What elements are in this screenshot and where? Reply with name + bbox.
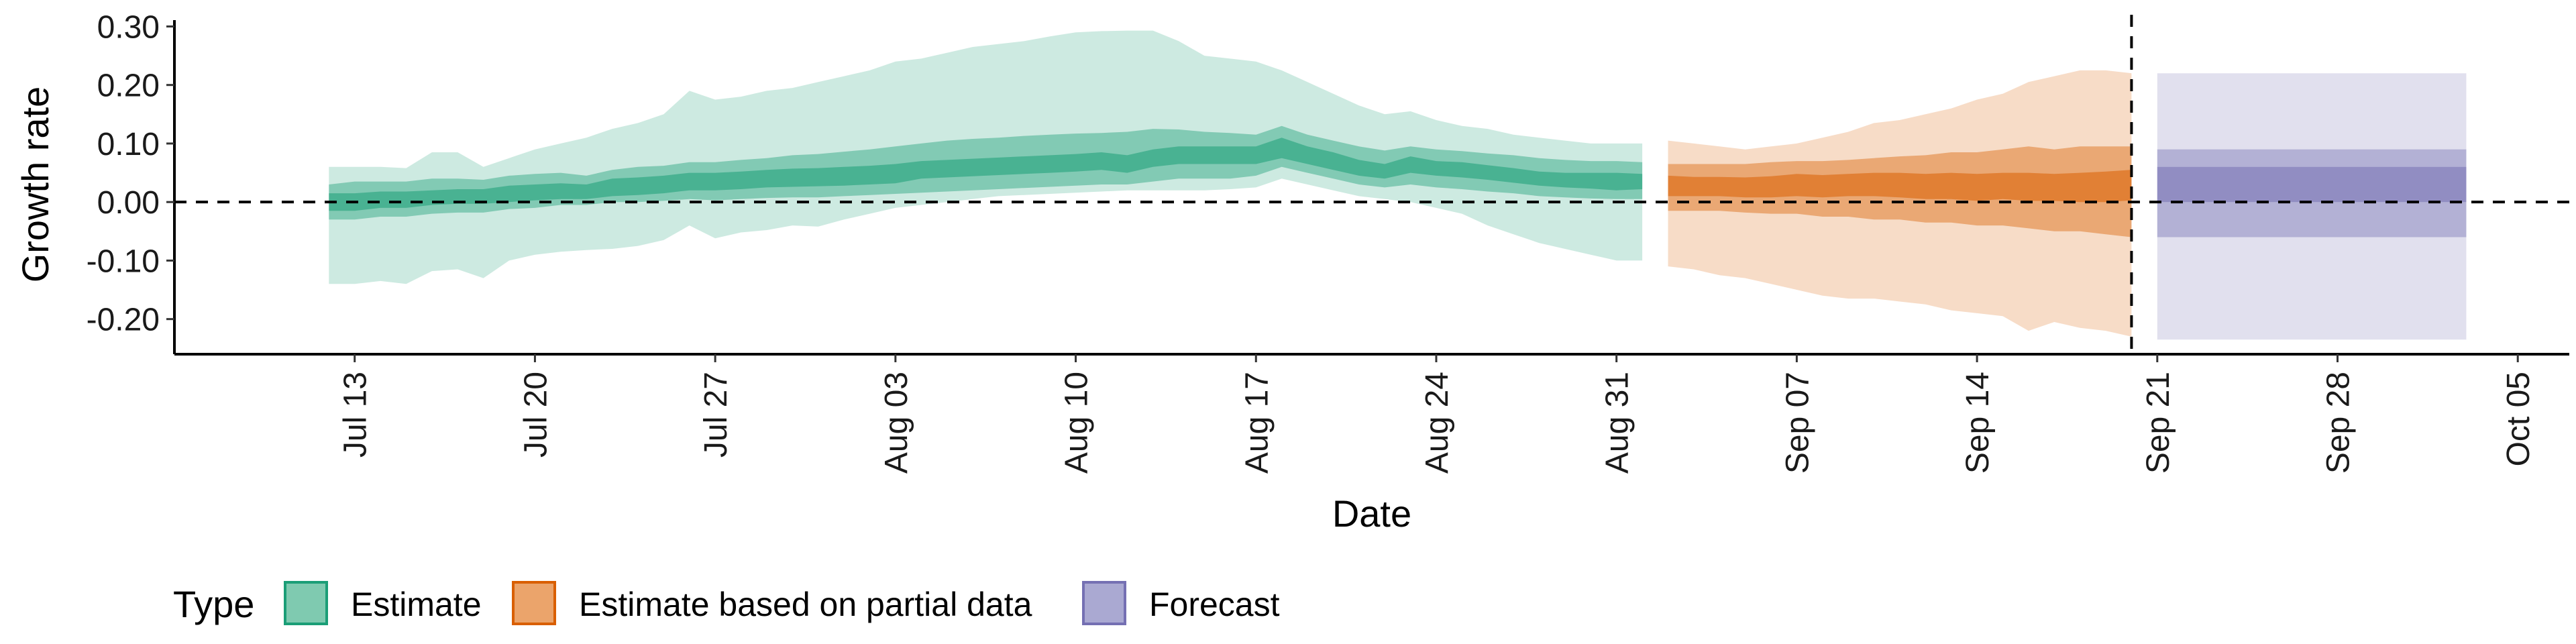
- x-tick-label: Jul 27: [698, 372, 734, 458]
- x-tick-label: Sep 14: [1960, 372, 1996, 474]
- forecast-band-90: [2157, 73, 2467, 340]
- tick-labels: 0.30 0.20 0.10 0.00 -0.10 -0.20 Jul 13 Jul 20 Ju…: [87, 9, 2537, 474]
- x-tick-label: Jul 13: [338, 372, 374, 458]
- reference-lines: [174, 15, 2569, 354]
- y-axis-title: Growth rate: [14, 87, 56, 283]
- estimate-band-90: [329, 30, 1643, 284]
- x-tick-label: Aug 17: [1239, 372, 1275, 474]
- x-tick-label: Jul 20: [518, 372, 553, 458]
- axes: [173, 20, 2569, 356]
- x-tick-label: Sep 28: [2321, 372, 2357, 474]
- estimate-band-20: [329, 138, 1643, 211]
- y-tick-label: -0.10: [87, 244, 160, 279]
- x-tick-label: Aug 10: [1059, 372, 1095, 474]
- estimate-based-on-partial-data-band-20: [1668, 170, 2132, 203]
- estimate-based-on-partial-data-band-90: [1668, 70, 2132, 337]
- legend-label-forecast: Forecast: [1149, 586, 1280, 623]
- legend-title: Type: [173, 583, 254, 625]
- forecast-band-20: [2157, 166, 2467, 203]
- x-tick-label: Sep 07: [1780, 372, 1815, 474]
- legend-key-estimate-based-on-partial-data: [512, 581, 556, 625]
- legend-key-estimate: [284, 581, 328, 625]
- x-tick-label: Aug 03: [879, 372, 914, 474]
- legend-label-estimate: Estimate: [351, 586, 482, 623]
- plot-bands: [329, 30, 2467, 340]
- x-tick-label: Aug 24: [1419, 372, 1455, 474]
- x-tick-label: Oct 05: [2501, 372, 2536, 466]
- y-tick-label: 0.30: [97, 9, 160, 45]
- y-tick-label: 0.20: [97, 68, 160, 104]
- x-tick-label: Aug 31: [1600, 372, 1635, 474]
- y-tick-label: -0.20: [87, 303, 160, 338]
- x-tick-label: Sep 21: [2141, 372, 2176, 474]
- legend-label-estimate-based-on-partial-data: Estimate based on partial data: [579, 586, 1032, 623]
- x-axis-title: Date: [1332, 492, 1411, 535]
- y-tick-label: 0.00: [97, 185, 160, 221]
- legend-key-forecast: [1082, 581, 1126, 625]
- legend: Type Estimate Estimate based on partial d…: [173, 581, 1280, 625]
- y-tick-label: 0.10: [97, 127, 160, 162]
